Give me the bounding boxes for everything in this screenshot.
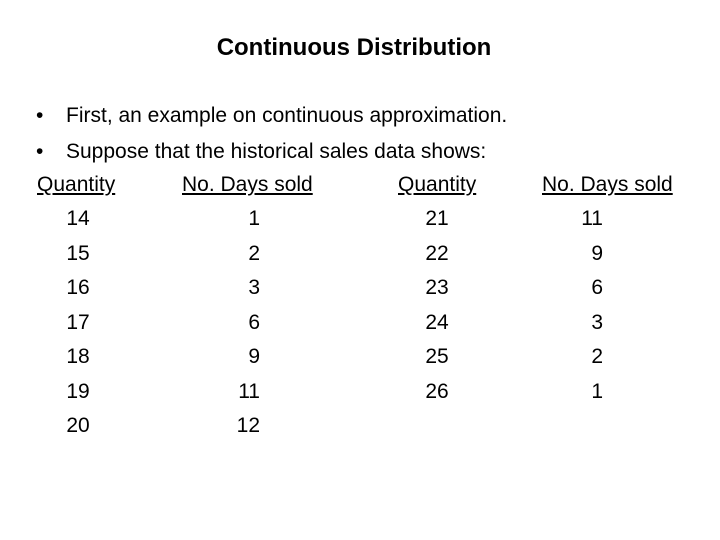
days-sold-cell: 6 <box>591 276 603 299</box>
quantity-cell: 24 <box>425 310 449 334</box>
quantity-cell: 18 <box>66 345 90 368</box>
header-quantity-right: Quantity <box>398 173 477 196</box>
days-sold-cell: 9 <box>591 241 603 265</box>
days-sold-cell: 12 <box>236 414 260 437</box>
quantity-cell: 21 <box>425 207 449 230</box>
slide-title: Continuous Distribution <box>216 34 492 61</box>
header-days-sold-left: No. Days sold <box>182 173 313 196</box>
quantity-cell: 17 <box>66 310 90 334</box>
days-sold-cell: 2 <box>248 241 260 265</box>
bullet-text: First, an example on continuous approxim… <box>66 104 508 127</box>
days-sold-cell: 11 <box>238 379 260 403</box>
quantity-cell: 19 <box>66 379 90 403</box>
quantity-cell: 23 <box>425 276 449 299</box>
bullet-item: • Suppose that the historical sales data… <box>36 134 507 170</box>
bullet-list: • First, an example on continuous approx… <box>36 98 507 170</box>
quantity-cell: 15 <box>66 241 90 265</box>
days-sold-cell: 2 <box>591 345 603 368</box>
days-sold-cell: 3 <box>591 310 603 334</box>
days-sold-cell: 3 <box>248 276 260 299</box>
quantity-cell: 20 <box>66 414 90 437</box>
header-days-sold-right: No. Days sold <box>542 173 673 196</box>
quantity-cell: 14 <box>66 207 90 230</box>
bullet-item: • First, an example on continuous approx… <box>36 98 507 134</box>
quantity-cell: 22 <box>425 241 449 265</box>
quantity-cell: 26 <box>425 379 449 403</box>
days-sold-cell: 1 <box>591 379 603 403</box>
bullet-icon: • <box>36 104 44 127</box>
days-sold-cell: 1 <box>248 207 260 230</box>
days-sold-cell: 6 <box>248 310 260 334</box>
days-sold-cell: 11 <box>581 207 603 230</box>
quantity-cell: 16 <box>66 276 90 299</box>
quantity-cell: 25 <box>425 345 449 368</box>
header-quantity-left: Quantity <box>37 173 116 196</box>
days-sold-cell: 9 <box>248 345 260 368</box>
bullet-icon: • <box>36 140 44 163</box>
bullet-text: Suppose that the historical sales data s… <box>66 140 487 163</box>
